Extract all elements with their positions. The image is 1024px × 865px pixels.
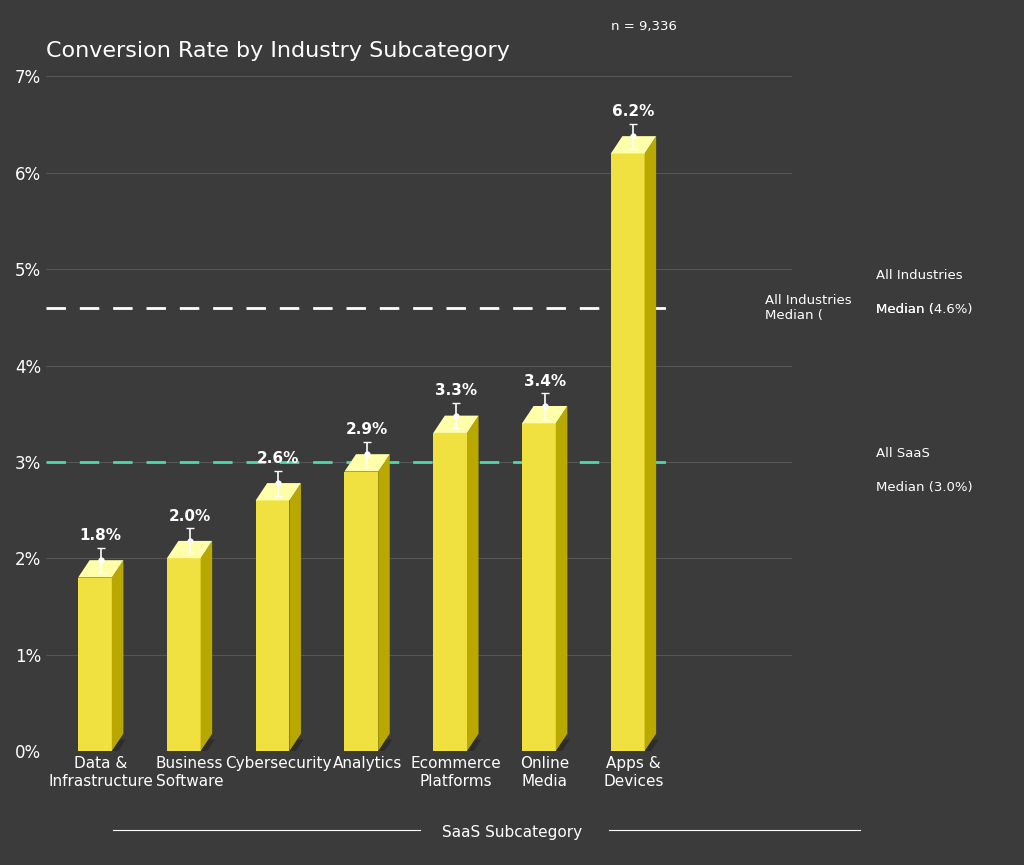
Polygon shape — [524, 740, 570, 757]
Text: n = 9,336: n = 9,336 — [610, 20, 677, 33]
Polygon shape — [256, 501, 290, 751]
Polygon shape — [112, 561, 123, 751]
Polygon shape — [378, 454, 390, 751]
Polygon shape — [170, 740, 215, 757]
Polygon shape — [344, 454, 390, 471]
Text: SaaS Subcategory: SaaS Subcategory — [442, 824, 582, 840]
Polygon shape — [167, 558, 201, 751]
Text: 6.2%: 6.2% — [612, 104, 654, 119]
Text: All Industries: All Industries — [876, 270, 963, 283]
Text: All SaaS: All SaaS — [876, 447, 930, 460]
Polygon shape — [81, 740, 126, 757]
Polygon shape — [201, 541, 212, 751]
Polygon shape — [467, 415, 478, 751]
Polygon shape — [290, 483, 301, 751]
Polygon shape — [433, 415, 478, 433]
Polygon shape — [613, 740, 658, 757]
Polygon shape — [256, 483, 301, 501]
Polygon shape — [344, 471, 378, 751]
Polygon shape — [347, 740, 392, 757]
Text: 3.4%: 3.4% — [523, 374, 566, 388]
Polygon shape — [78, 578, 112, 751]
Polygon shape — [522, 406, 567, 423]
Polygon shape — [644, 136, 656, 751]
Text: All Industries
Median (: All Industries Median ( — [765, 294, 852, 322]
Polygon shape — [433, 433, 467, 751]
Polygon shape — [167, 541, 212, 558]
Text: 2.9%: 2.9% — [346, 422, 388, 437]
Polygon shape — [556, 406, 567, 751]
Text: Conversion Rate by Industry Subcategory: Conversion Rate by Industry Subcategory — [46, 41, 510, 61]
Text: Median (4.6%): Median (4.6%) — [876, 304, 972, 317]
Text: Median (3.0%): Median (3.0%) — [876, 481, 972, 494]
Text: 1.8%: 1.8% — [80, 528, 122, 543]
Polygon shape — [611, 153, 644, 751]
Polygon shape — [258, 740, 304, 757]
Text: 2.6%: 2.6% — [257, 451, 299, 465]
Polygon shape — [436, 740, 481, 757]
Polygon shape — [522, 423, 556, 751]
Text: 2.0%: 2.0% — [168, 509, 211, 523]
Polygon shape — [78, 561, 123, 578]
Text: 3.3%: 3.3% — [435, 383, 477, 398]
Text: Median (⁠: Median (⁠ — [876, 304, 934, 317]
Polygon shape — [611, 136, 656, 153]
